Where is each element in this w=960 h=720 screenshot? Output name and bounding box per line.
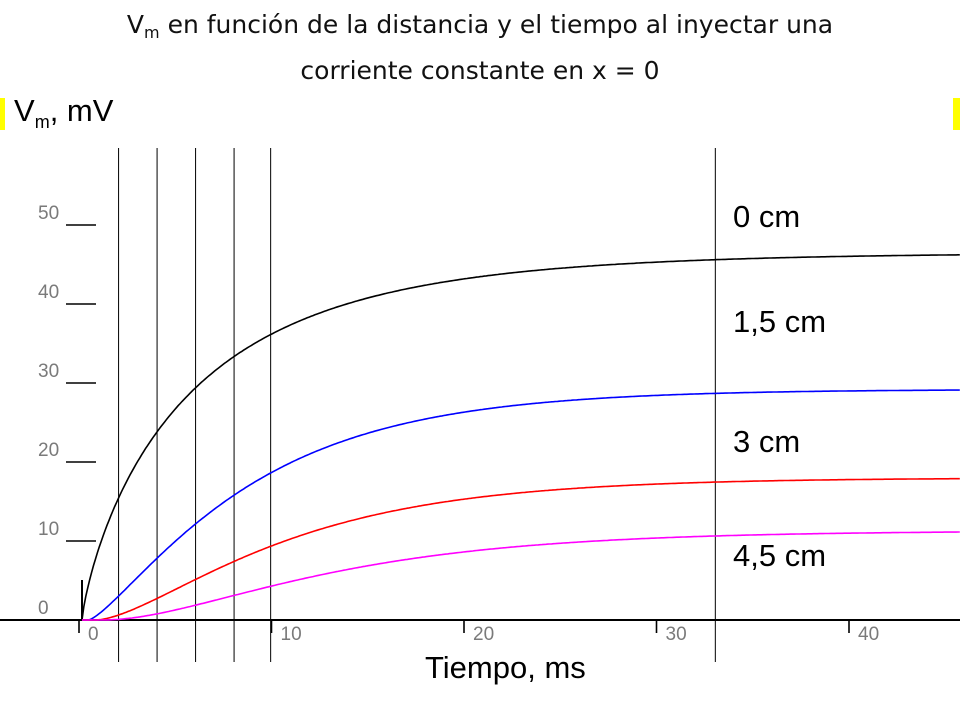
title-v-symbol: V	[126, 10, 145, 39]
series-labels: 0 cm 1,5 cm 3 cm 4,5 cm	[733, 199, 826, 573]
x-tick-label-30: 30	[666, 624, 687, 645]
series-line-1	[82, 389, 960, 621]
x-axis-label: Tiempo, ms	[425, 650, 586, 685]
series-line-3	[82, 531, 960, 621]
x-tick-label-20: 20	[473, 624, 494, 645]
y-axis-label-unit: , mV	[49, 93, 114, 128]
chart-ticks: 0 10 20 30 40 50 0 10 20 30 40	[38, 203, 879, 645]
y-axis-label: Vm, mV	[14, 93, 113, 133]
y-tick-label-30: 30	[38, 361, 59, 382]
chart-title-line-2: corriente constante en x = 0	[300, 56, 660, 85]
series-line-0	[81, 254, 960, 621]
chart-axes	[0, 580, 960, 621]
chart-title: Vm en función de la distancia y el tiemp…	[0, 6, 960, 90]
x-tick-label-10: 10	[281, 624, 302, 645]
title-line-1-text: en función de la distancia y el tiempo a…	[159, 10, 834, 39]
y-tick-label-0: 0	[38, 598, 49, 619]
y-tick-label-10: 10	[38, 519, 59, 540]
y-tick-label-40: 40	[38, 282, 59, 303]
y-axis-label-subscript: m	[34, 112, 50, 132]
series-label-2: 3 cm	[733, 424, 800, 459]
chart-series	[81, 254, 960, 621]
series-line-2	[82, 477, 960, 621]
y-tick-label-50: 50	[38, 203, 59, 224]
time-marker-lines	[118, 148, 716, 662]
series-label-3: 4,5 cm	[733, 538, 826, 573]
title-v-subscript: m	[144, 23, 160, 42]
highlight-mark-left	[0, 98, 5, 130]
series-label-1: 1,5 cm	[733, 304, 826, 339]
y-tick-label-20: 20	[38, 440, 59, 461]
y-axis-label-v: V	[14, 93, 35, 128]
highlight-mark-right	[953, 98, 960, 130]
chart-title-line-1: Vm en función de la distancia y el tiemp…	[0, 6, 960, 52]
x-tick-label-0: 0	[88, 624, 99, 645]
series-label-0: 0 cm	[733, 199, 800, 234]
x-tick-label-40: 40	[858, 624, 879, 645]
